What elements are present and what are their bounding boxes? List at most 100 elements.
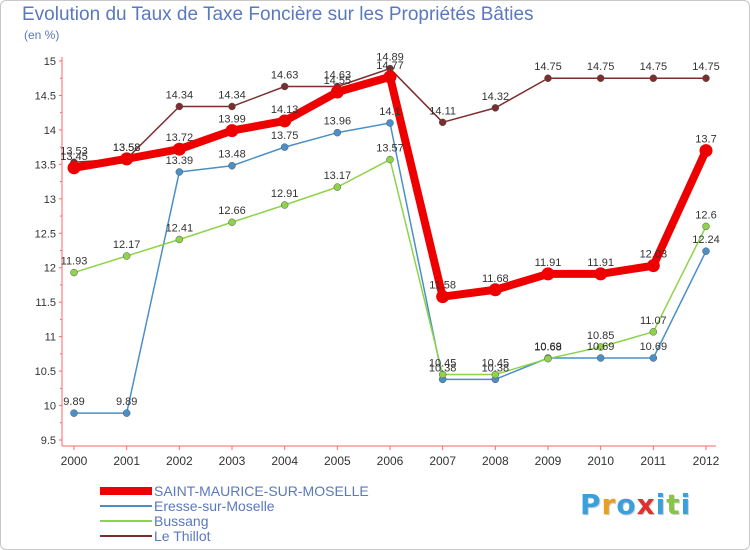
data-point-eresse-sur-moselle (596, 354, 605, 362)
x-tick-label: 2009 (535, 454, 562, 468)
data-label-le-thillot: 14.89 (376, 52, 404, 64)
legend-swatch (100, 505, 152, 507)
data-label-eresse-sur-moselle: 9.89 (63, 396, 84, 408)
data-label-le-thillot: 14.75 (692, 61, 720, 73)
data-point-le-thillot (228, 102, 236, 111)
data-point-bussang (122, 252, 131, 260)
chart-unit: (en %) (24, 28, 60, 42)
data-point-saint-maurice-sur-moselle (120, 152, 134, 166)
data-label-bussang: 12.6 (695, 209, 716, 221)
data-point-eresse-sur-moselle (386, 119, 394, 127)
data-point-bussang (228, 218, 236, 226)
data-point-saint-maurice-sur-moselle (383, 70, 397, 84)
y-tick-label: 13 (44, 194, 56, 206)
data-label-bussang: 12.66 (218, 205, 246, 217)
data-point-saint-maurice-sur-moselle (541, 267, 555, 281)
x-tick-label: 2010 (587, 454, 614, 468)
chart-title: Evolution du Taux de Taxe Foncière sur l… (22, 4, 534, 25)
y-tick-label: 9.5 (41, 435, 56, 447)
data-label-le-thillot: 14.34 (218, 89, 246, 101)
data-label-saint-maurice-sur-moselle: 11.91 (587, 257, 614, 269)
x-tick-label: 2006 (377, 454, 404, 468)
data-label-bussang: 10.68 (534, 342, 562, 354)
data-point-bussang (386, 155, 394, 164)
data-label-eresse-sur-moselle: 13.75 (271, 130, 299, 142)
data-label-saint-maurice-sur-moselle: 13.58 (113, 142, 141, 154)
y-tick-label: 11.5 (35, 297, 56, 309)
data-point-le-thillot (702, 74, 710, 82)
data-point-le-thillot (544, 74, 552, 82)
y-tick-label: 10.5 (35, 366, 56, 378)
legend-swatch (100, 535, 152, 537)
data-point-eresse-sur-moselle (280, 143, 289, 151)
data-point-eresse-sur-moselle (175, 168, 184, 176)
logo-letter: P (580, 488, 602, 521)
data-point-le-thillot (175, 102, 184, 111)
data-point-bussang (280, 201, 289, 209)
data-label-saint-maurice-sur-moselle: 14.13 (271, 104, 299, 116)
data-point-saint-maurice-sur-moselle (488, 283, 502, 297)
data-point-saint-maurice-sur-moselle (646, 259, 660, 273)
data-point-bussang (544, 354, 552, 363)
data-label-saint-maurice-sur-moselle: 11.91 (535, 257, 562, 269)
data-label-bussang: 13.57 (376, 143, 404, 155)
data-point-saint-maurice-sur-moselle (225, 124, 239, 138)
y-tick-label: 14 (44, 125, 56, 137)
y-tick-label: 13.5 (35, 159, 56, 171)
data-label-bussang: 11.93 (61, 256, 88, 268)
data-label-saint-maurice-sur-moselle: 13.7 (695, 134, 716, 146)
data-label-saint-maurice-sur-moselle: 11.58 (429, 280, 456, 292)
data-point-le-thillot (649, 74, 658, 82)
data-label-saint-maurice-sur-moselle: 13.72 (166, 132, 194, 144)
data-point-eresse-sur-moselle (70, 409, 78, 417)
data-label-saint-maurice-sur-moselle: 14.77 (376, 60, 404, 72)
logo-letter: t (666, 488, 681, 521)
data-label-le-thillot: 13.53 (60, 145, 88, 157)
data-point-bussang (702, 222, 710, 231)
data-point-saint-maurice-sur-moselle (278, 114, 292, 128)
data-label-eresse-sur-moselle: 10.38 (429, 362, 457, 374)
data-label-bussang: 12.17 (113, 239, 141, 251)
data-point-saint-maurice-sur-moselle (699, 144, 713, 158)
data-point-eresse-sur-moselle (228, 161, 236, 170)
data-label-saint-maurice-sur-moselle: 13.45 (60, 151, 88, 163)
data-point-eresse-sur-moselle (333, 128, 342, 137)
x-tick-label: 2001 (113, 454, 140, 468)
data-point-eresse-sur-moselle (649, 354, 658, 362)
x-tick-label: 2007 (429, 454, 456, 468)
legend-label: Bussang (154, 513, 209, 529)
y-tick-label: 14.5 (35, 90, 56, 102)
data-point-saint-maurice-sur-moselle (67, 161, 81, 175)
data-label-bussang: 13.17 (324, 170, 352, 182)
x-tick-label: 2004 (271, 454, 298, 468)
data-label-eresse-sur-moselle: 9.89 (116, 396, 137, 408)
data-label-eresse-sur-moselle: 10.38 (482, 362, 510, 374)
data-label-bussang: 12.91 (271, 188, 299, 200)
data-label-le-thillot: 14.11 (429, 105, 456, 117)
data-label-le-thillot: 14.75 (587, 61, 615, 73)
data-point-bussang (438, 370, 447, 379)
data-point-bussang (70, 268, 78, 277)
data-point-le-thillot (280, 82, 289, 91)
proxiti-logo: Proxiti (580, 488, 691, 521)
data-label-eresse-sur-moselle: 14.1 (379, 106, 400, 118)
data-label-saint-maurice-sur-moselle: 13.99 (218, 114, 246, 126)
data-point-bussang (175, 235, 184, 244)
logo-letter: i (655, 488, 667, 521)
data-point-le-thillot (596, 74, 605, 82)
data-label-bussang: 10.45 (482, 358, 510, 370)
data-label-eresse-sur-moselle: 13.48 (218, 149, 246, 161)
logo-letter: i (680, 488, 692, 521)
data-label-le-thillot: 14.63 (324, 69, 352, 81)
data-label-le-thillot: 14.63 (271, 69, 299, 81)
data-point-bussang (596, 343, 605, 351)
data-label-eresse-sur-moselle: 13.39 (166, 155, 194, 167)
data-point-eresse-sur-moselle (702, 247, 710, 255)
x-tick-label: 2002 (166, 454, 193, 468)
y-tick-label: 10 (44, 401, 56, 413)
legend-label: Le Thillot (154, 528, 211, 544)
data-label-saint-maurice-sur-moselle: 14.55 (324, 75, 352, 87)
x-tick-label: 2008 (482, 454, 509, 468)
